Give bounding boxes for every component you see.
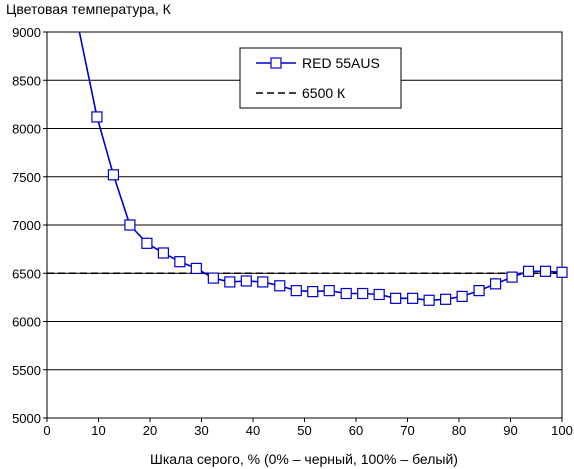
x-tick-label: 10 <box>91 423 105 438</box>
data-point-marker <box>240 275 252 287</box>
x-tick-label: 50 <box>297 423 311 438</box>
data-point-marker <box>423 294 435 306</box>
data-point-marker <box>124 219 136 231</box>
data-point-marker <box>207 272 219 284</box>
data-point-marker <box>91 111 103 123</box>
y-axis: 5000 5500 6000 6500 7000 7500 8000 8500 9000 <box>12 25 47 426</box>
data-point-marker <box>157 247 169 259</box>
y-tick-label: 7500 <box>12 170 41 185</box>
y-tick-label: 7000 <box>12 218 41 233</box>
data-point-marker <box>473 285 485 297</box>
x-tick-label: 100 <box>551 423 573 438</box>
x-axis-title: Шкала серого, % (0% – черный, 100% – бел… <box>150 451 458 467</box>
data-point-marker <box>440 293 452 305</box>
data-point-marker <box>390 292 402 304</box>
data-point-marker <box>407 292 419 304</box>
data-point-marker <box>107 169 120 181</box>
data-point-marker <box>506 271 518 283</box>
data-point-marker <box>141 237 153 249</box>
data-point-marker <box>323 285 335 297</box>
data-point-marker <box>522 265 535 277</box>
data-point-marker <box>224 276 236 288</box>
x-tick-label: 90 <box>503 423 517 438</box>
y-tick-label: 6000 <box>12 315 41 330</box>
data-point-marker <box>357 287 369 300</box>
legend-series-marker <box>270 57 282 69</box>
y-tick-label: 6500 <box>12 266 41 281</box>
x-tick-label: 40 <box>246 423 260 438</box>
x-tick-label: 70 <box>400 423 414 438</box>
y-tick-label: 5000 <box>12 411 41 426</box>
data-point-marker <box>373 288 385 301</box>
x-tick-label: 60 <box>349 423 363 438</box>
x-axis: 0 10 20 30 40 50 60 70 80 90 100 <box>43 418 573 438</box>
series-red-55aus <box>78 31 568 306</box>
y-tick-label: 8500 <box>12 73 41 88</box>
data-point-marker <box>456 290 468 303</box>
data-point-marker <box>556 266 568 278</box>
legend-box <box>239 47 402 109</box>
x-tick-label: 20 <box>143 423 157 438</box>
legend-reference-label: 6500 К <box>302 85 346 101</box>
y-tick-label: 9000 <box>12 25 41 40</box>
data-point-marker <box>307 285 319 298</box>
y-tick-label: 5500 <box>12 363 41 378</box>
data-point-marker <box>257 276 269 288</box>
data-point-marker <box>290 285 302 297</box>
data-point-marker <box>340 287 352 300</box>
data-point-marker <box>539 265 552 277</box>
x-tick-label: 80 <box>452 423 466 438</box>
data-point-marker <box>190 262 202 275</box>
legend-series-label: RED 55AUS <box>302 55 380 71</box>
legend: RED 55AUS 6500 К <box>239 47 402 109</box>
data-point-marker <box>174 256 186 268</box>
x-tick-label: 0 <box>43 423 50 438</box>
y-tick-label: 8000 <box>12 122 41 137</box>
data-point-marker <box>274 280 286 292</box>
data-point-marker <box>489 278 502 290</box>
x-tick-label: 30 <box>194 423 208 438</box>
y-axis-title: Цветовая температура, К <box>6 1 172 17</box>
